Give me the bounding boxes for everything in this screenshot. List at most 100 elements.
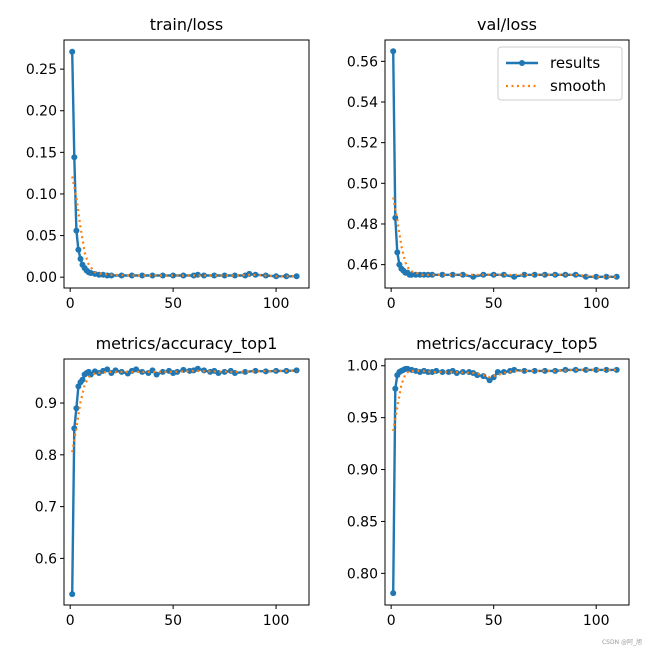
y-tick-label: 0.95 xyxy=(347,411,378,427)
data-point xyxy=(262,368,269,375)
x-tick-label: 50 xyxy=(164,296,182,312)
series-line-smooth xyxy=(71,369,297,453)
y-tick-label: 0.25 xyxy=(26,62,57,78)
data-point xyxy=(73,227,80,234)
data-point xyxy=(603,273,610,280)
data-point xyxy=(293,273,300,280)
data-point xyxy=(500,369,507,375)
data-point xyxy=(128,272,135,279)
data-point xyxy=(408,271,415,278)
axes-frame xyxy=(384,358,630,606)
data-point xyxy=(392,385,399,392)
y-tick-label: 0.9 xyxy=(35,396,57,412)
x-tick-label: 0 xyxy=(66,296,75,312)
data-point xyxy=(170,272,177,279)
plot-area xyxy=(69,48,300,280)
legend-label-results: results xyxy=(550,54,600,72)
data-point xyxy=(139,368,146,375)
data-point xyxy=(541,367,548,374)
data-point xyxy=(449,271,456,278)
y-tick-label: 0.05 xyxy=(26,229,57,245)
legend-marker-results xyxy=(519,60,525,66)
data-point xyxy=(159,368,166,375)
axes-frame xyxy=(384,39,630,289)
x-tick-label: 50 xyxy=(485,296,503,312)
y-tick-label: 0.15 xyxy=(26,145,57,161)
data-point xyxy=(221,272,228,279)
y-tick-label: 0.46 xyxy=(347,258,378,274)
data-point xyxy=(231,272,238,279)
x-tick-label: 0 xyxy=(66,613,75,629)
data-point xyxy=(79,376,86,383)
y-tick-label: 0.85 xyxy=(347,514,378,530)
data-point xyxy=(416,271,423,278)
y-tick-label: 0.90 xyxy=(347,463,378,479)
series-line-smooth xyxy=(392,197,617,278)
data-point xyxy=(159,272,166,279)
data-point xyxy=(394,249,401,256)
y-tick-label: 0.56 xyxy=(347,54,378,70)
y-tick-label: 0.7 xyxy=(35,500,57,516)
data-point xyxy=(425,369,432,375)
axes-frame xyxy=(63,358,310,606)
subplot-title: val/loss xyxy=(477,15,537,34)
y-tick-label: 0.00 xyxy=(26,270,57,286)
data-point xyxy=(139,272,146,279)
data-point xyxy=(582,366,589,373)
series-line-smooth xyxy=(71,176,297,278)
legend: results smooth xyxy=(497,46,623,101)
data-point xyxy=(73,405,80,412)
y-tick-label: 0.52 xyxy=(347,136,378,152)
subplot-title: metrics/accuracy_top5 xyxy=(416,334,598,354)
data-point xyxy=(531,271,538,278)
subplot-1: train/loss 0 50 100 0.00 0.05 0.10 0.15 0.20 0.25 xyxy=(26,15,310,312)
axes-frame xyxy=(63,39,310,289)
x-tick-label: 0 xyxy=(387,613,396,629)
series-line-smooth xyxy=(392,368,617,432)
subplot-title: metrics/accuracy_top1 xyxy=(96,334,278,354)
data-point xyxy=(201,272,207,279)
y-tick-label: 0.10 xyxy=(26,187,57,203)
data-point xyxy=(242,368,249,375)
data-point xyxy=(613,273,620,280)
data-point xyxy=(500,271,507,278)
data-point xyxy=(459,271,466,278)
x-tick-label: 50 xyxy=(485,613,503,629)
x-tick-label: 50 xyxy=(164,613,182,629)
x-tick-label: 100 xyxy=(583,296,610,312)
x-tick-label: 0 xyxy=(387,296,396,312)
data-point xyxy=(613,366,620,373)
plot-area xyxy=(69,365,300,598)
subplot-4: metrics/accuracy_top5 0 50 100 0.80 0.85 0.90 0… xyxy=(347,334,630,629)
subplot-3: metrics/accuracy_top1 0 50 100 0.6 0.7 0.8 0.9 xyxy=(35,334,310,629)
legend-label-smooth: smooth xyxy=(550,77,606,95)
data-point xyxy=(521,367,528,374)
data-point xyxy=(531,367,538,374)
data-point xyxy=(75,246,82,253)
data-point xyxy=(221,368,228,375)
x-tick-label: 100 xyxy=(583,613,610,629)
data-point xyxy=(521,271,528,278)
subplot-title: train/loss xyxy=(150,15,224,34)
y-tick-label: 0.54 xyxy=(347,95,378,111)
data-point xyxy=(421,271,427,278)
data-point xyxy=(283,273,290,280)
data-point xyxy=(593,366,600,373)
y-tick-label: 0.8 xyxy=(35,448,57,464)
data-point xyxy=(390,590,397,597)
data-point xyxy=(486,377,493,384)
plot-area xyxy=(390,365,620,597)
y-tick-label: 0.80 xyxy=(347,566,378,582)
data-point xyxy=(252,271,259,278)
data-point xyxy=(541,271,548,278)
y-tick-label: 0.6 xyxy=(35,551,57,567)
series-line-results xyxy=(71,367,297,595)
series-line-results xyxy=(392,367,617,594)
data-point xyxy=(390,48,397,55)
y-tick-label: 0.50 xyxy=(347,176,378,192)
y-tick-label: 0.20 xyxy=(26,104,57,120)
data-point xyxy=(69,48,76,55)
x-tick-label: 100 xyxy=(263,613,290,629)
data-point xyxy=(77,255,84,262)
